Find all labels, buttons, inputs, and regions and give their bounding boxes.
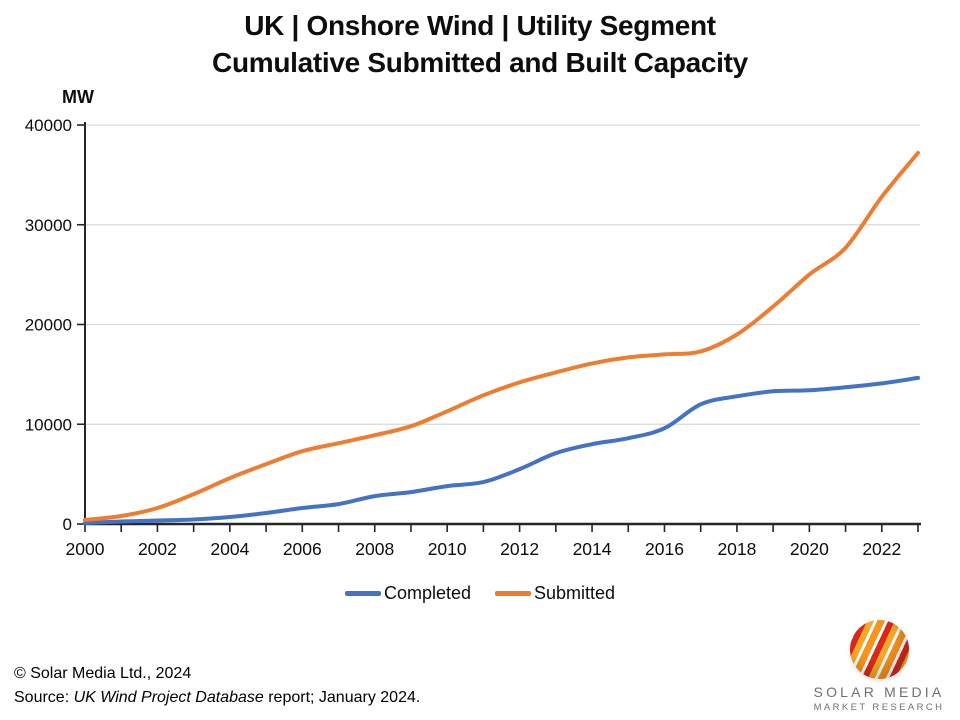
x-tick-label: 2002: [138, 539, 177, 559]
copyright-text: © Solar Media Ltd., 2024: [14, 665, 192, 682]
y-tick-label: 40000: [25, 116, 72, 135]
chart-title-line2: Cumulative Submitted and Built Capacity: [212, 47, 748, 78]
logo-tagline: MARKET RESEARCH: [813, 702, 945, 713]
source-database-name: UK Wind Project Database: [73, 689, 264, 706]
x-tick-label: 2014: [573, 539, 612, 559]
legend-label-completed: Completed: [383, 583, 471, 603]
submitted-line-swatch: [495, 591, 531, 596]
series-lines: [83, 150, 920, 525]
x-tick-label: 2016: [645, 539, 684, 559]
x-tick-label: 2018: [717, 539, 756, 559]
x-axis-labels: 2000 2002 2004 2006 2008 2010 2012 2014 2016 2018…: [66, 539, 902, 559]
x-tick-label: 2010: [428, 539, 467, 559]
chart-legend: Completed Submitted: [0, 583, 960, 604]
x-tick-label: 2020: [790, 539, 829, 559]
x-tick-label: 2004: [210, 539, 249, 559]
solar-media-logo: SOLAR MEDIA MARKET RESEARCH: [806, 620, 952, 713]
footer: © Solar Media Ltd., 2024 Source: UK Wind…: [14, 662, 420, 710]
source-text: Source: UK Wind Project Database report;…: [14, 689, 421, 706]
chart-title-line1: UK | Onshore Wind | Utility Segment: [244, 10, 716, 41]
completed-line-swatch: [344, 591, 381, 596]
legend-label-submitted: Submitted: [534, 583, 616, 603]
y-axis-labels: 0 10000 20000 30000 40000: [25, 116, 72, 534]
logo-company-name: SOLAR MEDIA: [813, 684, 945, 700]
legend-item-completed: Completed: [344, 583, 471, 604]
y-tick-label: 20000: [25, 316, 72, 335]
series-line-completed: [83, 375, 920, 525]
y-tick-label: 30000: [25, 216, 72, 235]
chart-title: UK | Onshore Wind | Utility Segment Cumu…: [0, 7, 960, 81]
x-tick-label: 2000: [66, 539, 105, 559]
series-line-submitted: [83, 150, 920, 522]
y-tick-label: 0: [63, 515, 72, 534]
x-tick-label: 2008: [355, 539, 394, 559]
legend-item-submitted: Submitted: [495, 583, 615, 604]
gridlines: [85, 124, 920, 425]
y-tick-label: 10000: [25, 415, 72, 434]
x-tick-label: 2006: [283, 539, 322, 559]
y-axis-unit-label: MW: [62, 87, 94, 107]
solar-media-sphere-icon: [849, 620, 909, 679]
axes: [77, 122, 921, 532]
x-tick-label: 2022: [862, 539, 901, 559]
x-tick-label: 2012: [500, 539, 539, 559]
